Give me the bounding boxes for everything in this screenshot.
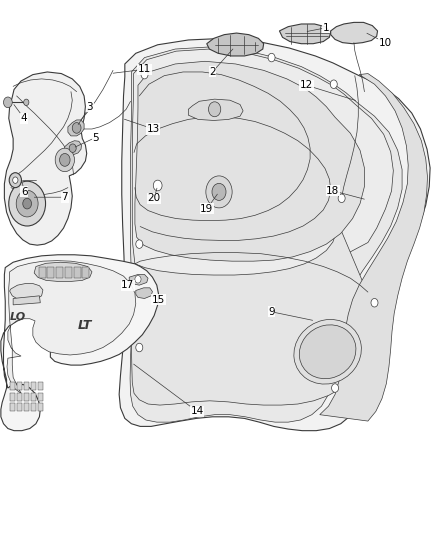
Text: 12: 12: [300, 80, 313, 90]
Polygon shape: [31, 403, 36, 411]
Polygon shape: [68, 120, 84, 136]
Polygon shape: [10, 393, 15, 401]
Circle shape: [136, 240, 143, 248]
Polygon shape: [38, 393, 43, 401]
Polygon shape: [130, 47, 402, 422]
Polygon shape: [31, 382, 36, 390]
Polygon shape: [24, 382, 29, 390]
Circle shape: [153, 180, 162, 191]
Polygon shape: [13, 296, 40, 305]
Circle shape: [9, 173, 21, 188]
Polygon shape: [7, 261, 136, 393]
Polygon shape: [74, 266, 81, 278]
Text: 17: 17: [121, 280, 134, 290]
Text: 3: 3: [86, 102, 93, 111]
Ellipse shape: [299, 325, 356, 379]
Polygon shape: [331, 22, 378, 44]
Polygon shape: [279, 24, 331, 44]
Polygon shape: [188, 99, 243, 120]
Polygon shape: [38, 382, 43, 390]
Polygon shape: [34, 262, 92, 281]
Circle shape: [60, 154, 70, 166]
Polygon shape: [24, 393, 29, 401]
Polygon shape: [82, 266, 89, 278]
Polygon shape: [47, 266, 54, 278]
Text: 4: 4: [21, 114, 28, 123]
Text: 14: 14: [191, 407, 204, 416]
Ellipse shape: [294, 319, 361, 384]
Polygon shape: [320, 74, 427, 421]
Text: LO: LO: [9, 312, 26, 322]
Circle shape: [55, 148, 74, 172]
Circle shape: [4, 97, 12, 108]
Circle shape: [212, 183, 226, 200]
Text: 5: 5: [92, 133, 99, 142]
Circle shape: [16, 190, 38, 217]
Polygon shape: [39, 266, 46, 278]
Polygon shape: [24, 403, 29, 411]
Text: LT: LT: [78, 319, 92, 332]
Circle shape: [330, 80, 337, 88]
Text: 7: 7: [61, 192, 68, 202]
Circle shape: [141, 70, 148, 79]
Polygon shape: [207, 33, 264, 56]
Circle shape: [72, 123, 81, 133]
Polygon shape: [65, 266, 72, 278]
Polygon shape: [129, 274, 148, 285]
Text: 18: 18: [326, 186, 339, 196]
Polygon shape: [10, 284, 43, 301]
Text: 15: 15: [152, 295, 165, 304]
Text: 10: 10: [379, 38, 392, 47]
Polygon shape: [17, 393, 22, 401]
Text: 2: 2: [209, 67, 216, 77]
Polygon shape: [131, 221, 374, 405]
Circle shape: [206, 176, 232, 208]
Text: 1: 1: [323, 23, 330, 33]
Polygon shape: [4, 72, 87, 245]
Polygon shape: [132, 49, 393, 276]
Circle shape: [268, 53, 275, 62]
Polygon shape: [56, 266, 63, 278]
Polygon shape: [119, 38, 430, 431]
Circle shape: [23, 198, 32, 209]
Text: 9: 9: [268, 307, 275, 317]
Polygon shape: [136, 288, 152, 298]
Circle shape: [69, 144, 76, 152]
Text: 19: 19: [200, 204, 213, 214]
Circle shape: [332, 384, 339, 392]
Polygon shape: [64, 141, 81, 155]
Circle shape: [9, 181, 46, 226]
Polygon shape: [17, 382, 22, 390]
Polygon shape: [17, 403, 22, 411]
Circle shape: [136, 343, 143, 352]
Text: 13: 13: [147, 124, 160, 134]
Text: 11: 11: [138, 64, 151, 74]
Polygon shape: [38, 403, 43, 411]
Circle shape: [208, 102, 221, 117]
Text: 6: 6: [21, 187, 28, 197]
Circle shape: [338, 194, 345, 203]
Polygon shape: [10, 382, 15, 390]
Circle shape: [13, 177, 18, 183]
Circle shape: [135, 276, 141, 283]
Text: 20: 20: [148, 193, 161, 203]
Polygon shape: [10, 403, 15, 411]
Circle shape: [371, 298, 378, 307]
Polygon shape: [31, 393, 36, 401]
Polygon shape: [135, 61, 364, 261]
Circle shape: [24, 99, 29, 106]
Polygon shape: [1, 255, 159, 431]
